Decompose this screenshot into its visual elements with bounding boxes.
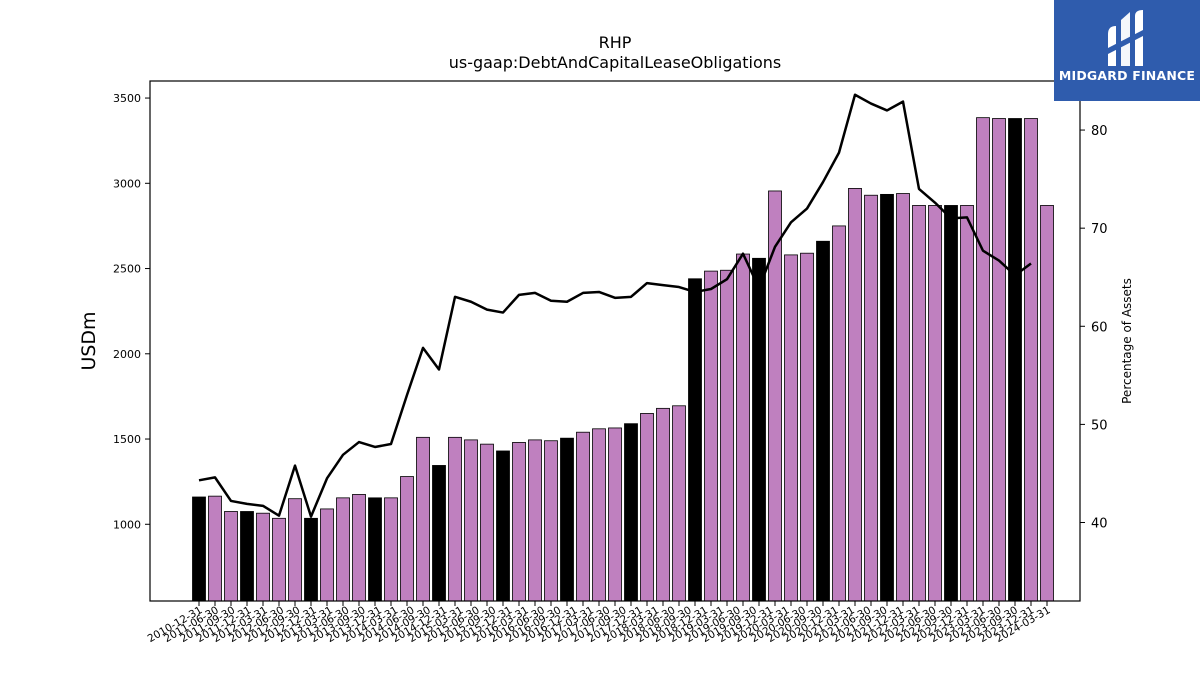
- y-tick-label-right: 50: [1091, 418, 1108, 433]
- bar: [576, 431, 590, 602]
- bar: [848, 188, 862, 602]
- bar: [656, 407, 670, 602]
- bar: [320, 508, 334, 602]
- bar: [784, 254, 798, 602]
- y-tick-label-left: 1500: [113, 433, 141, 446]
- y-tick-label-left: 3500: [113, 92, 141, 105]
- bar: [528, 439, 542, 602]
- bar: [624, 423, 638, 602]
- brand-name: MIDGARD FINANCE: [1058, 68, 1196, 83]
- bars-layer: [192, 117, 1054, 602]
- bar: [816, 240, 830, 602]
- bar: [240, 511, 254, 602]
- y-axis-right: 40 50 60 70 80: [1080, 124, 1108, 532]
- chart-subtitle: us-gaap:DebtAndCapitalLeaseObligations: [449, 53, 782, 72]
- bar: [432, 465, 446, 602]
- bar: [704, 270, 718, 602]
- bar: [208, 495, 222, 602]
- bar: [592, 428, 606, 602]
- bar: [1008, 118, 1022, 602]
- bar: [560, 437, 574, 602]
- bar: [400, 476, 414, 602]
- bar: [224, 511, 238, 602]
- bar: [384, 497, 398, 602]
- y-tick-label-right: 60: [1091, 320, 1108, 335]
- bar: [256, 512, 270, 602]
- bar: [720, 269, 734, 602]
- brand-logo: MIDGARD FINANCE: [1054, 0, 1200, 101]
- y-tick-label-right: 40: [1091, 517, 1108, 532]
- bar: [736, 253, 750, 602]
- bar: [976, 117, 990, 602]
- bar: [368, 497, 382, 602]
- bar: [800, 252, 814, 602]
- bar: [336, 497, 350, 602]
- bar: [416, 436, 430, 602]
- bar: [752, 257, 766, 602]
- bar: [864, 194, 878, 602]
- y-tick-label-left: 3000: [113, 177, 141, 190]
- bar: [944, 205, 958, 602]
- bar: [512, 442, 526, 602]
- line-series-percentage-of-assets: [198, 93, 1032, 518]
- y-tick-label-left: 1000: [113, 518, 141, 531]
- chart-title: RHP: [599, 33, 632, 52]
- bar: [832, 225, 846, 602]
- bar: [448, 436, 462, 602]
- bar: [192, 496, 206, 602]
- bar: [896, 193, 910, 602]
- bar: [880, 193, 894, 602]
- bar: [288, 498, 302, 602]
- midgard-logo-icon: [1108, 10, 1143, 66]
- y-tick-label-right: 70: [1091, 222, 1108, 237]
- bar: [272, 517, 286, 602]
- bar: [768, 190, 782, 602]
- bar: [1040, 205, 1054, 602]
- y-axis-left: 1000 1500 2000 2500 3000 3500: [113, 92, 150, 531]
- bar: [496, 450, 510, 602]
- bar: [640, 413, 654, 602]
- bar: [672, 405, 686, 602]
- x-axis: 2010-12-312011-06-302011-09-302011-12-31…: [146, 601, 1053, 645]
- bar: [1024, 118, 1038, 602]
- bar: [992, 118, 1006, 602]
- bar: [464, 439, 478, 602]
- bar: [352, 494, 366, 602]
- bar: [688, 278, 702, 602]
- y-tick-label-left: 2500: [113, 263, 141, 276]
- line-layer: [198, 93, 1032, 518]
- y-axis-right-label: Percentage of Assets: [1120, 278, 1134, 404]
- bar: [608, 427, 622, 602]
- bar: [480, 443, 494, 602]
- bar: [928, 205, 942, 602]
- bar: [960, 205, 974, 602]
- bar: [912, 205, 926, 602]
- y-tick-label-right: 80: [1091, 124, 1108, 139]
- y-tick-label-left: 2000: [113, 348, 141, 361]
- y-axis-left-label: USDm: [78, 311, 100, 370]
- bar: [544, 440, 558, 602]
- bar: [304, 517, 318, 602]
